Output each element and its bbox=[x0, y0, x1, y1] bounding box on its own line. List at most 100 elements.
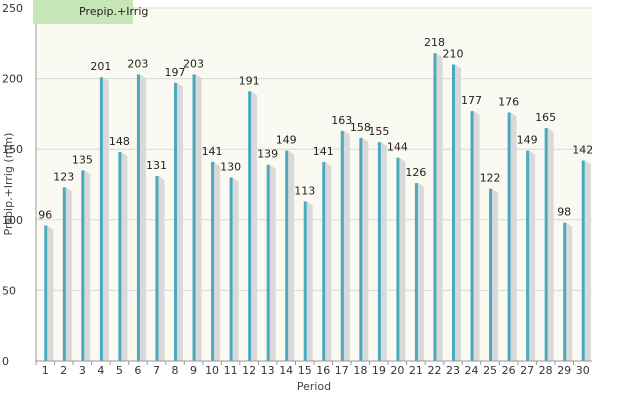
data-label: 203 bbox=[183, 57, 204, 70]
bar bbox=[44, 225, 48, 361]
data-label: 142 bbox=[572, 143, 593, 156]
x-tick-label: 5 bbox=[116, 364, 123, 377]
bar-shadow bbox=[455, 64, 461, 361]
bar bbox=[62, 187, 66, 361]
bar bbox=[340, 130, 344, 361]
data-label: 135 bbox=[72, 153, 93, 166]
bar bbox=[563, 222, 567, 361]
bar bbox=[322, 161, 326, 361]
bar bbox=[377, 142, 381, 361]
x-tick-label: 15 bbox=[298, 364, 312, 377]
bar bbox=[581, 160, 585, 361]
bar-shadow bbox=[47, 225, 54, 361]
bar-shadow bbox=[65, 187, 72, 361]
bar bbox=[211, 161, 215, 361]
bar bbox=[544, 128, 548, 361]
bar bbox=[303, 201, 307, 361]
bar bbox=[99, 77, 103, 362]
data-label: 165 bbox=[535, 111, 556, 124]
data-label: 197 bbox=[165, 66, 186, 79]
legend-label: Prepip.+Irrig bbox=[79, 5, 148, 18]
x-axis-title: Period bbox=[297, 380, 331, 393]
data-label: 176 bbox=[498, 95, 519, 108]
bar bbox=[452, 64, 455, 361]
bar-shadow bbox=[362, 137, 369, 361]
bar bbox=[489, 188, 493, 361]
data-label: 203 bbox=[127, 57, 148, 70]
bar-shadow bbox=[84, 170, 91, 361]
bar-shadow bbox=[547, 128, 554, 361]
bars bbox=[44, 53, 585, 362]
bar-shadow bbox=[232, 177, 239, 361]
x-tick-label: 18 bbox=[353, 364, 367, 377]
bar bbox=[396, 157, 400, 361]
x-tick-label: 1 bbox=[42, 364, 49, 377]
bar-shadows bbox=[47, 53, 591, 362]
data-labels: 9612313520114820313119720314113019113914… bbox=[38, 36, 593, 221]
data-label: 158 bbox=[350, 121, 371, 134]
bar-shadow bbox=[584, 160, 591, 361]
data-label: 210 bbox=[443, 47, 464, 60]
x-tick-label: 17 bbox=[335, 364, 349, 377]
bar-shadow bbox=[399, 157, 406, 361]
bar-shadow bbox=[380, 142, 387, 361]
x-tick-label: 21 bbox=[409, 364, 423, 377]
bar-shadow bbox=[139, 74, 146, 361]
y-tick-label: 250 bbox=[2, 2, 23, 15]
bar-shadow bbox=[158, 176, 165, 361]
legend: Prepip.+Irrig bbox=[33, 0, 148, 24]
bar bbox=[155, 176, 159, 361]
y-tick-label: 0 bbox=[2, 355, 9, 368]
bar bbox=[526, 150, 530, 361]
bar bbox=[414, 183, 418, 361]
bar-shadow bbox=[325, 161, 332, 361]
x-tick-label: 4 bbox=[97, 364, 104, 377]
x-tick-label: 29 bbox=[557, 364, 571, 377]
x-tick-label: 26 bbox=[502, 364, 516, 377]
data-label: 218 bbox=[424, 36, 445, 49]
data-label: 96 bbox=[38, 208, 52, 221]
bar-shadow bbox=[177, 82, 183, 361]
x-tick-label: 8 bbox=[172, 364, 179, 377]
x-tick-label: 12 bbox=[242, 364, 256, 377]
bar-shadow bbox=[473, 111, 480, 362]
bar-shadow bbox=[288, 150, 295, 361]
y-tick-label: 200 bbox=[2, 73, 23, 86]
data-label: 139 bbox=[257, 148, 278, 161]
x-tick-label: 20 bbox=[390, 364, 404, 377]
bar-shadow bbox=[510, 112, 517, 361]
data-label: 177 bbox=[461, 94, 482, 107]
data-label: 201 bbox=[90, 60, 111, 73]
data-label: 148 bbox=[109, 135, 130, 148]
data-label: 149 bbox=[517, 134, 538, 147]
x-tick-label: 11 bbox=[224, 364, 238, 377]
y-axis-title: Prepip.+Irrig (mm) bbox=[2, 133, 15, 236]
x-tick-label: 27 bbox=[520, 364, 534, 377]
x-tick-label: 30 bbox=[576, 364, 590, 377]
x-tick-label: 24 bbox=[465, 364, 479, 377]
legend-box bbox=[33, 0, 133, 24]
bar-shadow bbox=[566, 222, 573, 361]
bar bbox=[81, 170, 85, 361]
x-tick-label: 28 bbox=[539, 364, 553, 377]
data-label: 163 bbox=[331, 114, 352, 127]
bar bbox=[470, 111, 474, 362]
y-tick-label: 100 bbox=[2, 214, 23, 227]
bar-shadow bbox=[436, 53, 443, 362]
x-tick-labels: 1 2 3 4 5 6 7 8 9 10 11 12 13 14 15 16 17 18 19 20 21 22 23 24 2… bbox=[35, 361, 590, 377]
x-tick-label: 22 bbox=[427, 364, 441, 377]
bar bbox=[248, 91, 252, 362]
bar-shadow bbox=[195, 74, 202, 361]
data-label: 191 bbox=[239, 74, 260, 87]
x-tick-label: 10 bbox=[205, 364, 219, 377]
bar bbox=[359, 137, 363, 361]
bar bbox=[507, 112, 511, 361]
bar-shadow bbox=[269, 164, 276, 361]
grid-lines bbox=[36, 7, 592, 291]
x-tick-label: 23 bbox=[446, 364, 460, 377]
x-tick-label: 2 bbox=[60, 364, 67, 377]
bar bbox=[118, 152, 122, 361]
bar bbox=[136, 74, 140, 361]
x-tick-label: 16 bbox=[316, 364, 330, 377]
